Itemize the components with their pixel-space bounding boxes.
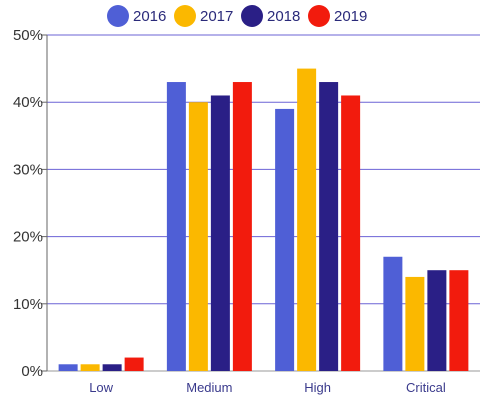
y-tick-label: 30% xyxy=(13,161,43,178)
x-tick-label: Medium xyxy=(186,380,232,395)
bar-medium-2017 xyxy=(188,102,208,371)
x-tick-label: High xyxy=(304,380,331,395)
bar-high-2019 xyxy=(341,95,361,371)
bar-critical-2017 xyxy=(405,276,425,371)
bar-high-2016 xyxy=(275,108,295,372)
bar-critical-2019 xyxy=(449,270,469,371)
legend-label: 2017 xyxy=(200,8,233,25)
bar-high-2018 xyxy=(319,82,339,371)
legend-label: 2016 xyxy=(133,8,166,25)
x-tick-label: Low xyxy=(89,380,113,395)
x-axis-labels: Low Medium High Critical xyxy=(89,380,446,395)
bar-low-2018 xyxy=(102,364,122,371)
bar-medium-2018 xyxy=(210,95,230,371)
bars xyxy=(58,68,469,372)
legend-marker-2019 xyxy=(308,5,330,27)
legend-label: 2019 xyxy=(334,8,367,25)
legend-marker-2017 xyxy=(174,5,196,27)
bar-medium-2019 xyxy=(232,82,252,371)
bar-low-2019 xyxy=(124,357,144,371)
y-tick-label: 10% xyxy=(13,296,43,313)
bar-critical-2018 xyxy=(427,270,447,371)
legend-marker-2016 xyxy=(107,5,129,27)
y-tick-label: 50% xyxy=(13,27,43,44)
legend-label: 2018 xyxy=(267,8,300,25)
y-tick-label: 20% xyxy=(13,229,43,246)
bar-low-2016 xyxy=(58,364,78,371)
bar-high-2017 xyxy=(297,68,317,371)
bar-medium-2016 xyxy=(166,82,186,371)
bar-low-2017 xyxy=(80,364,100,371)
legend: 2016 2017 2018 2019 xyxy=(107,5,367,27)
y-tick-label: 40% xyxy=(13,94,43,111)
legend-marker-2018 xyxy=(241,5,263,27)
y-axis-ticks: 0% 10% 20% 30% 40% 50% xyxy=(13,27,48,380)
bar-critical-2016 xyxy=(383,256,403,371)
y-tick-label: 0% xyxy=(21,363,43,380)
x-tick-label: Critical xyxy=(406,380,446,395)
